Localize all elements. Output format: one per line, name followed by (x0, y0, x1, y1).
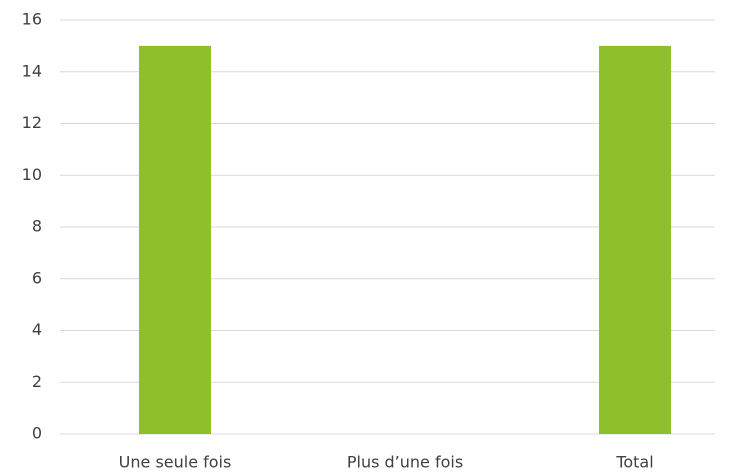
y-tick-label: 0 (32, 424, 42, 443)
x-tick-label: Plus d’une fois (347, 453, 463, 472)
y-tick-label: 10 (22, 165, 42, 184)
x-tick-label: Une seule fois (119, 453, 232, 472)
y-tick-label: 6 (32, 268, 42, 287)
y-tick-label: 2 (32, 372, 42, 391)
x-tick-label: Total (615, 453, 653, 472)
bar (599, 45, 671, 434)
y-tick-label: 8 (32, 217, 42, 236)
bar (139, 45, 211, 434)
y-tick-label: 14 (22, 61, 42, 80)
y-tick-label: 16 (22, 10, 42, 29)
y-tick-label: 12 (22, 113, 42, 132)
y-tick-label: 4 (32, 320, 42, 339)
